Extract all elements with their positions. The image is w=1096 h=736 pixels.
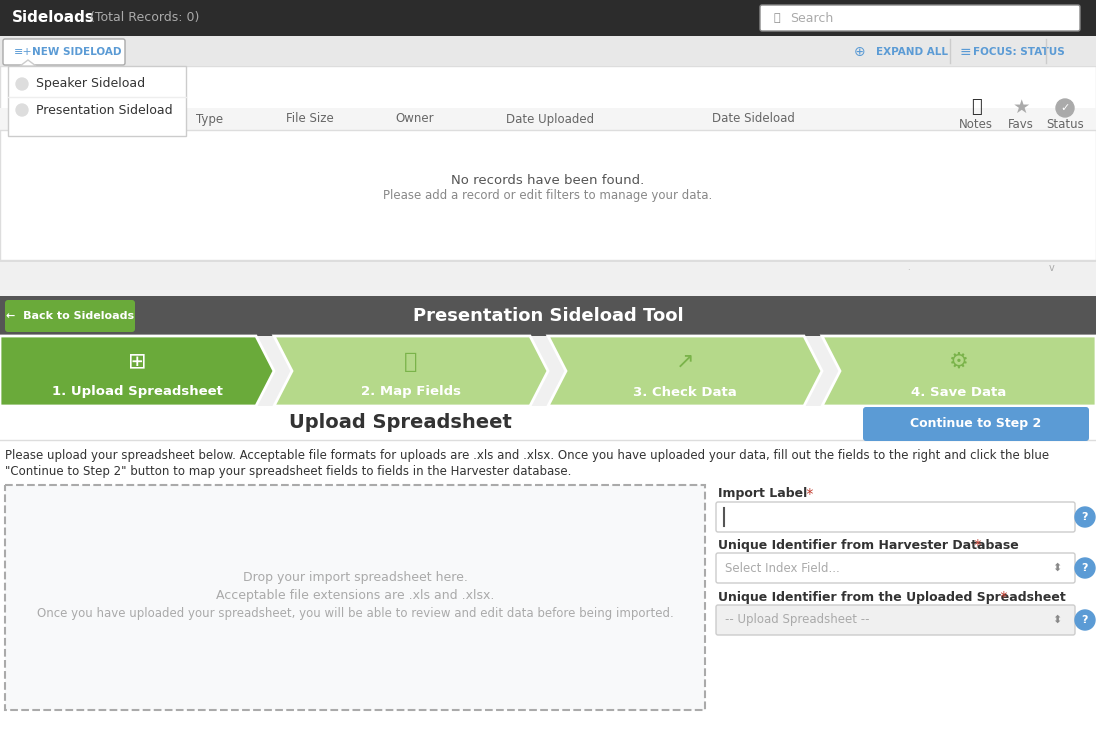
Text: "Continue to Step 2" button to map your spreadsheet fields to fields in the Harv: "Continue to Step 2" button to map your … (5, 465, 571, 478)
Circle shape (16, 78, 28, 90)
Text: Drop your import spreadsheet here.: Drop your import spreadsheet here. (242, 571, 467, 584)
Text: ?: ? (1082, 563, 1088, 573)
Text: NEW SIDELOAD: NEW SIDELOAD (32, 47, 122, 57)
FancyBboxPatch shape (0, 0, 1096, 36)
Text: (Total Records: 0): (Total Records: 0) (90, 12, 199, 24)
Text: Owner: Owner (396, 113, 434, 126)
Text: ≡+: ≡+ (14, 47, 33, 57)
Text: Notes: Notes (959, 118, 993, 130)
Text: Unique Identifier from the Uploaded Spreadsheet: Unique Identifier from the Uploaded Spre… (718, 590, 1065, 604)
Text: Unique Identifier from Harvester Database: Unique Identifier from Harvester Databas… (718, 539, 1019, 551)
Text: No records have been found.: No records have been found. (452, 174, 644, 186)
Text: *: * (802, 487, 813, 501)
Text: Date Uploaded: Date Uploaded (506, 113, 594, 126)
Text: Status: Status (1046, 118, 1084, 130)
Text: *: * (996, 590, 1007, 604)
Text: *: * (970, 538, 981, 552)
Text: File Size: File Size (286, 113, 334, 126)
Text: Speaker Sideload: Speaker Sideload (36, 77, 145, 91)
Text: Please upload your spreadsheet below. Acceptable file formats for uploads are .x: Please upload your spreadsheet below. Ac… (5, 450, 1049, 462)
Polygon shape (548, 336, 822, 406)
Text: ★: ★ (1013, 97, 1030, 116)
Text: ↗: ↗ (676, 352, 694, 372)
FancyBboxPatch shape (716, 605, 1075, 635)
Text: Select Index Field...: Select Index Field... (724, 562, 840, 575)
Text: Date Sideload: Date Sideload (711, 113, 795, 126)
FancyBboxPatch shape (8, 66, 186, 136)
Polygon shape (0, 336, 274, 406)
Polygon shape (822, 336, 1096, 406)
FancyBboxPatch shape (0, 296, 1096, 336)
Text: ⊞: ⊞ (128, 352, 146, 372)
Text: 1. Upload Spreadsheet: 1. Upload Spreadsheet (52, 386, 222, 398)
Text: Search: Search (790, 12, 833, 24)
Circle shape (16, 104, 28, 116)
FancyBboxPatch shape (0, 260, 1096, 296)
Text: .: . (906, 263, 910, 272)
Circle shape (1057, 99, 1074, 117)
Text: Type: Type (196, 113, 224, 126)
Circle shape (1075, 610, 1095, 630)
Text: ?: ? (1082, 512, 1088, 522)
Text: EXPAND ALL: EXPAND ALL (876, 47, 948, 57)
Text: 🔍: 🔍 (774, 13, 780, 23)
Text: ≡: ≡ (960, 45, 972, 59)
FancyBboxPatch shape (5, 485, 705, 710)
FancyBboxPatch shape (760, 5, 1080, 31)
FancyBboxPatch shape (0, 440, 1096, 736)
Text: ?: ? (1082, 615, 1088, 625)
Text: Please add a record or edit filters to manage your data.: Please add a record or edit filters to m… (384, 189, 712, 202)
FancyBboxPatch shape (0, 66, 1096, 260)
Text: 💬: 💬 (971, 98, 981, 116)
Text: -- Upload Spreadsheet --: -- Upload Spreadsheet -- (724, 614, 869, 626)
Text: 3. Check Data: 3. Check Data (633, 386, 737, 398)
Text: ⚙: ⚙ (949, 352, 969, 372)
Text: ⬍: ⬍ (1052, 563, 1062, 573)
FancyBboxPatch shape (0, 36, 1096, 66)
Text: v: v (1049, 263, 1054, 273)
Circle shape (1075, 558, 1095, 578)
Text: Continue to Step 2: Continue to Step 2 (911, 417, 1041, 431)
FancyBboxPatch shape (0, 260, 1096, 262)
Text: 4. Save Data: 4. Save Data (912, 386, 1006, 398)
Text: Once you have uploaded your spreadsheet, you will be able to review and edit dat: Once you have uploaded your spreadsheet,… (36, 607, 673, 620)
Polygon shape (20, 60, 36, 66)
FancyBboxPatch shape (716, 553, 1075, 583)
Text: FOCUS: STATUS: FOCUS: STATUS (973, 47, 1064, 57)
Text: Sideloads: Sideloads (12, 10, 95, 26)
FancyBboxPatch shape (0, 406, 1096, 440)
FancyBboxPatch shape (5, 300, 135, 332)
Text: ⊕: ⊕ (854, 45, 866, 59)
FancyBboxPatch shape (716, 502, 1075, 532)
Text: ←  Back to Sideloads: ← Back to Sideloads (5, 311, 134, 321)
Text: Presentation Sideload: Presentation Sideload (36, 104, 173, 116)
Text: Upload Spreadsheet: Upload Spreadsheet (288, 414, 512, 433)
FancyBboxPatch shape (0, 108, 1096, 130)
Polygon shape (274, 336, 548, 406)
Text: ⬍: ⬍ (1052, 615, 1062, 625)
Text: ✓: ✓ (1060, 103, 1070, 113)
FancyBboxPatch shape (863, 407, 1089, 441)
FancyBboxPatch shape (3, 39, 125, 65)
Text: Acceptable file extensions are .xls and .xlsx.: Acceptable file extensions are .xls and … (216, 590, 494, 603)
Text: 2. Map Fields: 2. Map Fields (361, 386, 461, 398)
Text: Presentation Sideload Tool: Presentation Sideload Tool (413, 307, 683, 325)
Text: Favs: Favs (1008, 118, 1034, 130)
Text: Import Label: Import Label (718, 487, 808, 500)
Text: 📍: 📍 (404, 352, 418, 372)
Circle shape (1075, 507, 1095, 527)
